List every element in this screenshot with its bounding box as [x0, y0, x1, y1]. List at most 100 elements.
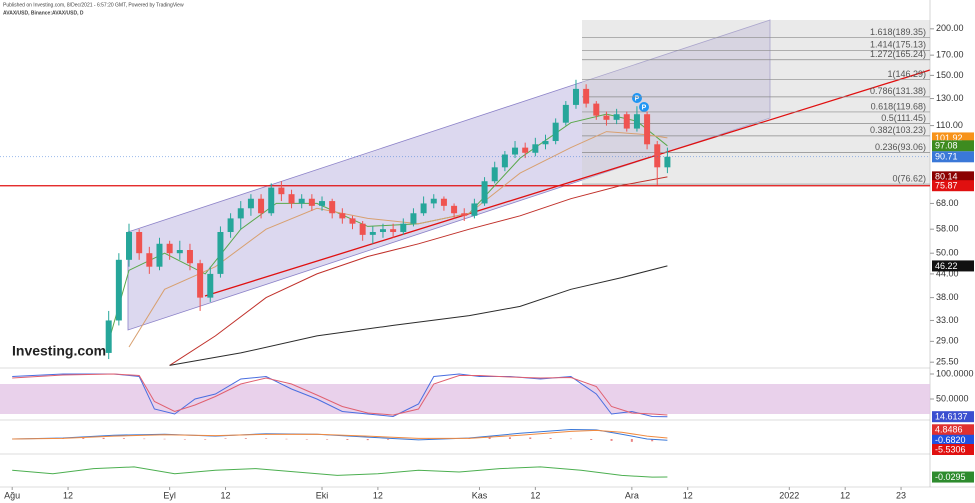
- macd-bar: [285, 438, 288, 440]
- candle-body: [217, 231, 224, 274]
- y-tick-label: 200.00: [936, 23, 964, 33]
- price-tag-label: -0.6820: [935, 435, 966, 445]
- candle-body: [471, 203, 478, 216]
- candle-body: [562, 104, 569, 123]
- y-tick-label: 130.00: [936, 93, 964, 103]
- fib-label: 1(146.29): [887, 69, 926, 79]
- candle-body: [522, 147, 529, 153]
- candle-body: [319, 201, 326, 206]
- candle-body: [359, 223, 366, 235]
- price-tag: [932, 171, 974, 183]
- macd-bar: [366, 438, 369, 441]
- y-tick-label: 58.00: [936, 224, 959, 234]
- macd-bar: [508, 437, 511, 439]
- y-tick-label: 100.0000: [936, 368, 974, 378]
- x-tick-label: 12: [63, 490, 73, 500]
- candle-body: [430, 198, 437, 204]
- macd-bar: [610, 438, 613, 441]
- candle-body: [278, 187, 285, 195]
- macd-bar: [569, 438, 572, 440]
- candle-body: [379, 229, 386, 232]
- fib-label: 0.618(119.68): [871, 101, 926, 111]
- candle-body: [197, 263, 204, 298]
- price-tag: [932, 434, 974, 446]
- macd-bar: [163, 438, 166, 440]
- x-tick-label: 2022: [779, 490, 799, 500]
- fib-label: 0.5(111.45): [881, 113, 926, 123]
- x-tick-label: Eki: [316, 490, 329, 500]
- header-symbol: AVAX/USD, Binance:AVAX/USD, D: [3, 10, 84, 16]
- macd-bar: [265, 438, 268, 439]
- macd-line: [12, 428, 668, 441]
- price-tag: [932, 132, 974, 144]
- macd-bar: [143, 438, 146, 440]
- watermark: Investing.com: [12, 343, 106, 359]
- price-tag-label: 97.08: [935, 141, 958, 151]
- macd-bar: [102, 437, 105, 439]
- macd-bar: [305, 438, 308, 440]
- candle-body: [390, 229, 397, 232]
- y-tick-label: 33.00: [936, 315, 959, 325]
- x-tick-label: Eyl: [163, 490, 176, 500]
- stochastic-band: [0, 384, 930, 414]
- event-marker: [632, 93, 642, 103]
- price-tag-label: 4.8486: [935, 425, 963, 435]
- x-tick-label: 12: [221, 490, 231, 500]
- macd-bar: [224, 438, 227, 439]
- event-marker: [639, 102, 649, 112]
- candle-body: [440, 198, 447, 206]
- macd-bar: [82, 438, 85, 439]
- candle-body: [237, 208, 244, 219]
- candle-body: [298, 198, 305, 204]
- fib-label: 1.414(175.13): [870, 40, 926, 50]
- y-tick-label: 110.00: [936, 120, 963, 130]
- x-tick-label: 12: [840, 490, 850, 500]
- macd-bar: [244, 438, 247, 439]
- macd-bar: [651, 438, 654, 442]
- x-tick-label: 12: [373, 490, 383, 500]
- macd-bar: [204, 438, 207, 440]
- price-tag: [932, 260, 974, 272]
- candle-body: [369, 231, 376, 235]
- candle-body: [105, 320, 112, 353]
- candle-body: [400, 223, 407, 232]
- candle-body: [654, 144, 661, 168]
- fib-label: 0(76.62): [892, 173, 926, 183]
- candle-body: [258, 198, 265, 214]
- moving-average: [128, 131, 668, 348]
- candle-body: [603, 115, 610, 120]
- candle-body: [207, 273, 214, 298]
- candle-body: [552, 122, 559, 142]
- price-tag: [932, 443, 974, 455]
- price-tag: [932, 151, 974, 163]
- candle-body: [491, 167, 498, 182]
- candle-body: [166, 243, 173, 254]
- macd-bar: [183, 438, 186, 440]
- macd-bar: [387, 438, 390, 440]
- y-tick-label: 44.00: [936, 268, 959, 278]
- fib-label: 0.382(103.23): [870, 125, 926, 135]
- y-tick-label: 150.00: [936, 70, 964, 80]
- candle-body: [593, 103, 600, 116]
- macd-line: [12, 429, 668, 440]
- candle-body: [268, 187, 275, 214]
- price-tag-label: -0.0295: [935, 472, 966, 482]
- candle-body: [420, 203, 427, 214]
- macd-bar: [346, 438, 349, 440]
- price-tag-label: 101.92: [935, 133, 963, 143]
- candle-body: [126, 231, 133, 260]
- price-tag-label: -5.5306: [935, 444, 966, 454]
- trend-channel: [127, 19, 771, 331]
- macd-bar: [590, 438, 593, 440]
- candle-body: [613, 114, 620, 120]
- macd-bar: [630, 438, 633, 442]
- price-tag: [932, 411, 974, 423]
- candle-body: [633, 114, 640, 129]
- price-tag: [932, 180, 974, 192]
- candle-body: [349, 218, 356, 224]
- x-tick-label: 12: [530, 490, 540, 500]
- candle-body: [186, 249, 193, 264]
- fib-label: 0.236(93.06): [875, 142, 926, 152]
- candle-body: [156, 243, 163, 267]
- candle-body: [532, 144, 539, 153]
